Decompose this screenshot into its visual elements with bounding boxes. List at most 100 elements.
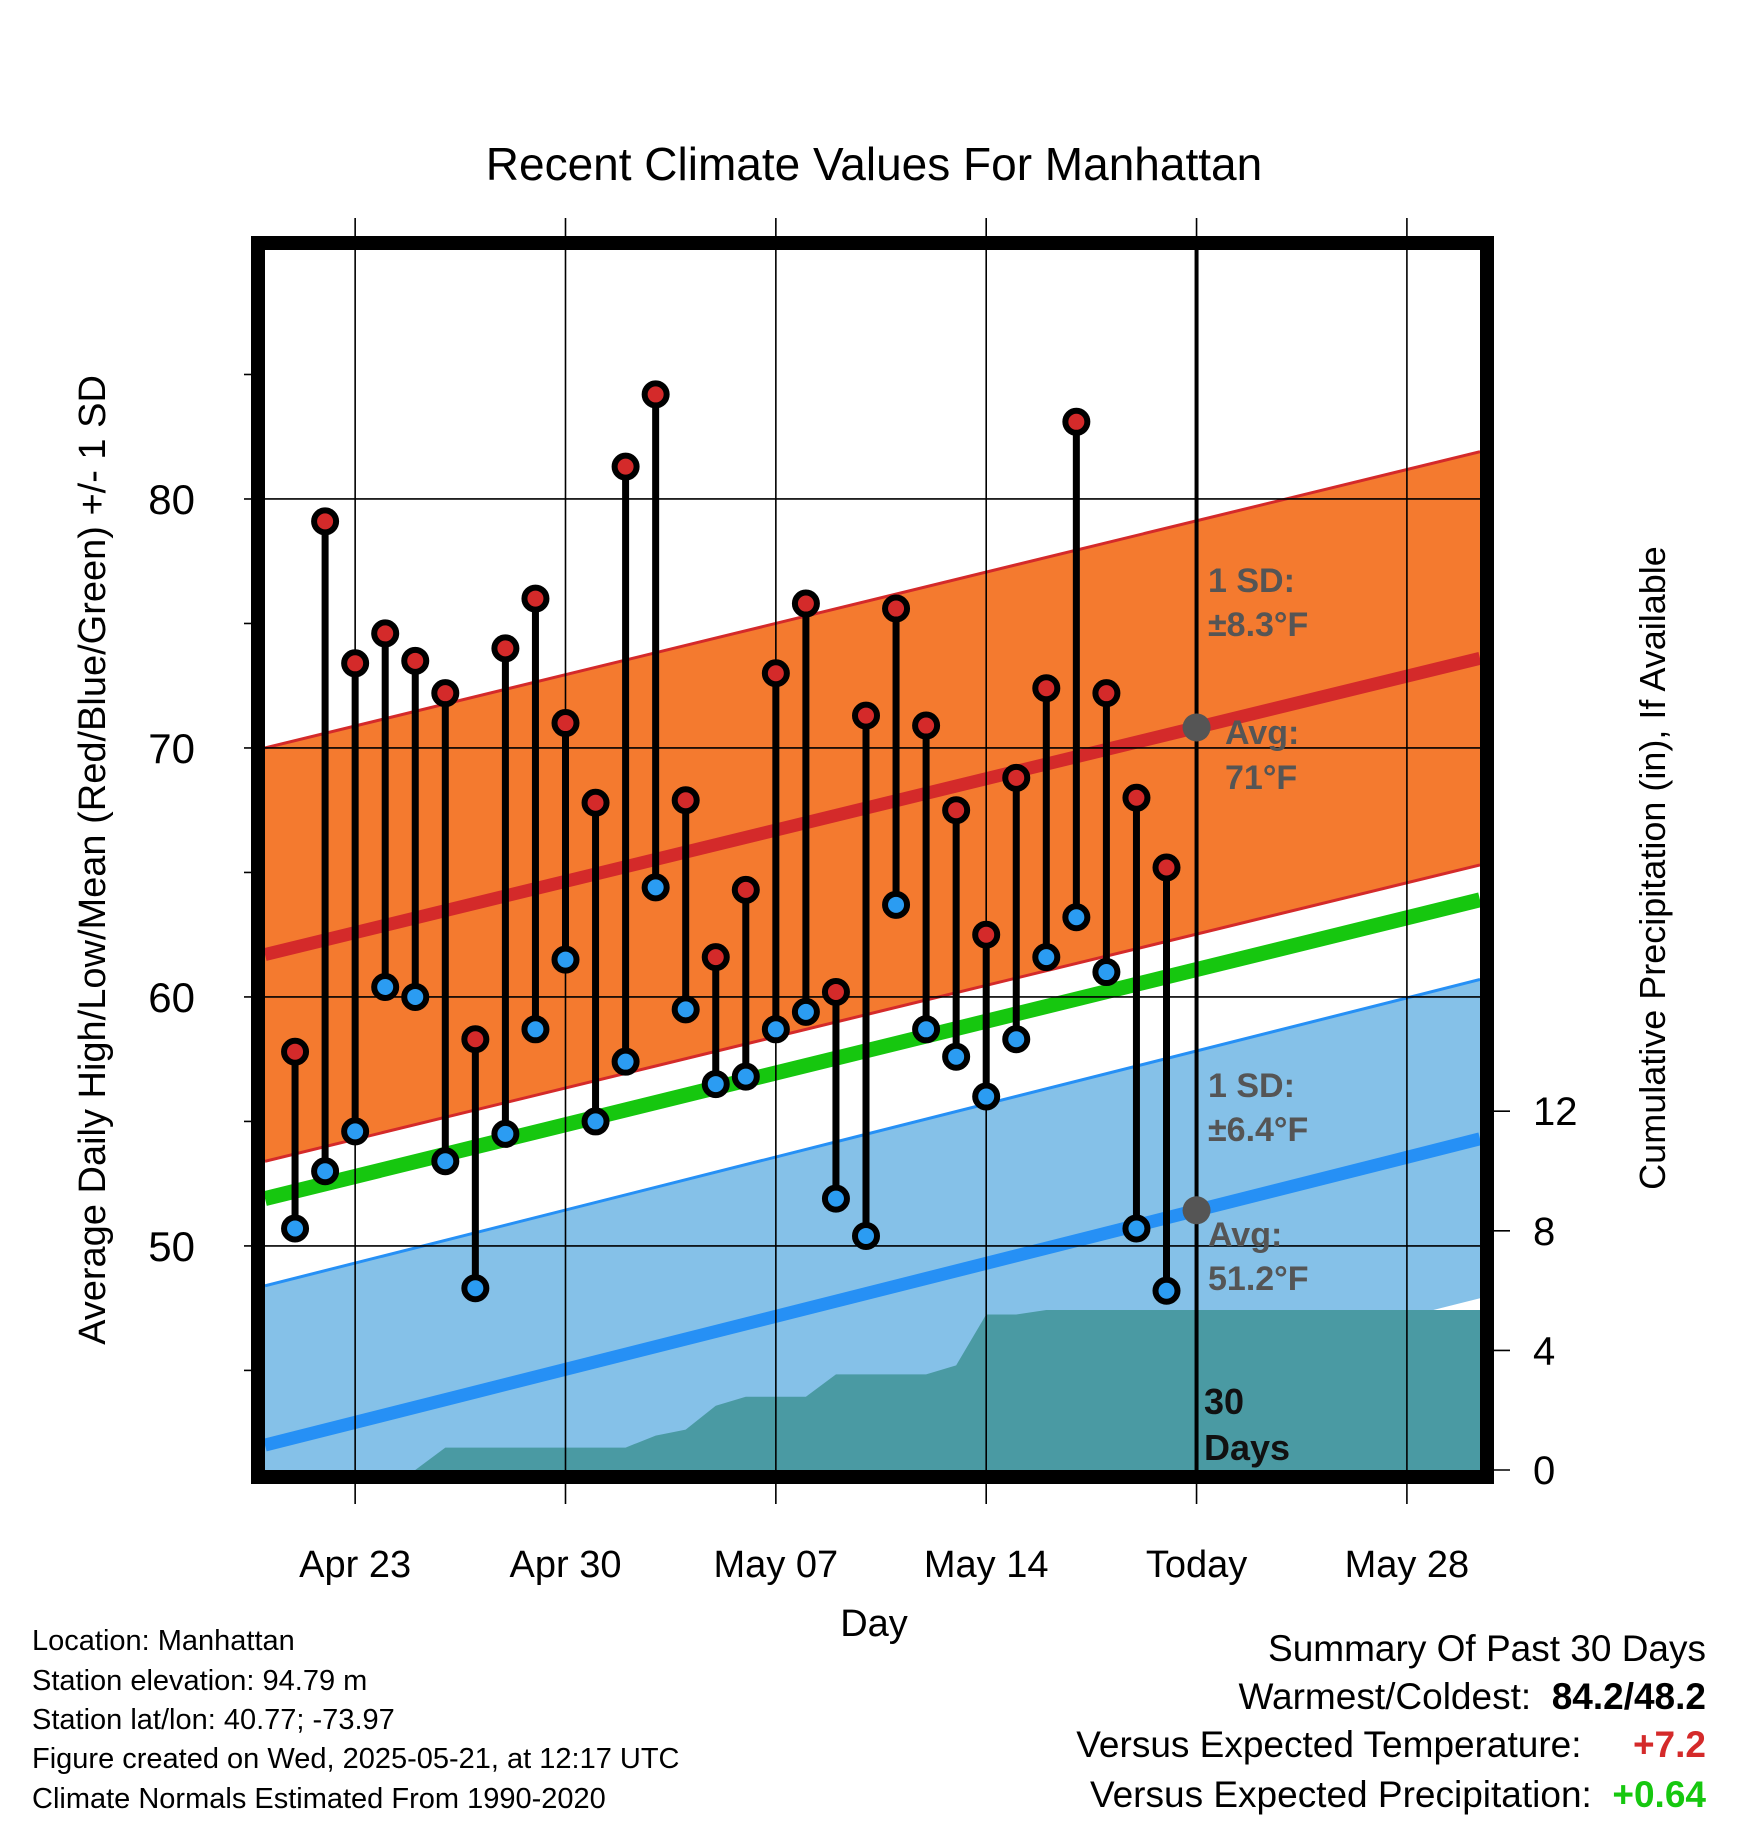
high-sd-value: ±8.3°F — [1208, 606, 1308, 644]
y2-axis — [1492, 1110, 1510, 1471]
daily-high-point — [882, 594, 911, 623]
y-tick-label: 50 — [148, 1223, 195, 1270]
days-count-word: Days — [1204, 1427, 1290, 1468]
x-tick-label: May 28 — [1345, 1544, 1470, 1586]
daily-high-point — [1062, 407, 1091, 436]
y-tick-label: 80 — [148, 476, 195, 523]
daily-high-point — [491, 634, 520, 663]
y2-tick-label: 0 — [1533, 1449, 1555, 1493]
daily-high-point — [972, 920, 1001, 949]
daily-low-point — [1122, 1214, 1151, 1243]
daily-low-point — [431, 1147, 460, 1176]
daily-high-point — [341, 649, 370, 678]
daily-high-point — [1092, 679, 1121, 708]
daily-low-point — [761, 1015, 790, 1044]
x-tick-label: Apr 30 — [510, 1544, 622, 1586]
daily-low-point — [311, 1157, 340, 1186]
info-created: Figure created on Wed, 2025-05-21, at 12… — [32, 1743, 680, 1775]
daily-high-point — [701, 943, 730, 972]
low-avg-value: 51.2°F — [1208, 1260, 1309, 1298]
info-location: Location: Manhattan — [32, 1625, 295, 1657]
daily-low-point — [401, 982, 430, 1011]
info-normals: Climate Normals Estimated From 1990-2020 — [32, 1783, 606, 1815]
daily-high-point — [1122, 783, 1151, 812]
high-sd-label: 1 SD: — [1208, 562, 1295, 600]
daily-low-point — [371, 972, 400, 1001]
summary-precip-label: Versus Expected Precipitation: — [1089, 1774, 1592, 1815]
summary-temp-value: +7.2 — [1632, 1724, 1706, 1765]
daily-low-point — [341, 1117, 370, 1146]
summary-warm-cold: Warmest/Coldest: 84.2/48.2 — [1238, 1676, 1706, 1718]
summary-title: Summary Of Past 30 Days — [1268, 1628, 1706, 1669]
low-sd-upper-edge — [265, 978, 1480, 1288]
x-tick-label: May 07 — [714, 1544, 839, 1586]
mean-average-line — [265, 892, 1480, 1206]
y2-tick-label: 8 — [1533, 1210, 1555, 1254]
daily-low-point — [551, 945, 580, 974]
daily-low-point — [281, 1214, 310, 1243]
daily-low-point — [731, 1062, 760, 1091]
daily-high-point — [912, 711, 941, 740]
high-avg-value: 71°F — [1225, 759, 1297, 797]
today-high-average-marker — [1182, 713, 1211, 742]
daily-low-point — [701, 1070, 730, 1099]
precipitation-area — [415, 1310, 1480, 1470]
daily-low-point — [611, 1047, 640, 1076]
daily-high-point — [1152, 853, 1181, 882]
daily-high-point — [431, 679, 460, 708]
today-low-average-marker — [1182, 1196, 1211, 1225]
daily-high-point — [791, 589, 820, 618]
daily-low-point — [521, 1015, 550, 1044]
high-sd-upper-edge — [265, 450, 1480, 750]
summary-warm-cold-label: Warmest/Coldest: — [1238, 1676, 1532, 1717]
y-axis-title: Average Daily High/Low/Mean (Red/Blue/Gr… — [72, 375, 114, 1345]
low-average-line — [265, 1132, 1480, 1452]
daily-high-low-sticks — [281, 380, 1181, 1305]
daily-low-point — [1152, 1276, 1181, 1305]
daily-high-point — [671, 786, 700, 815]
high-avg-label: Avg: — [1225, 714, 1299, 752]
daily-low-point — [1092, 958, 1121, 987]
daily-high-point — [1002, 763, 1031, 792]
y2-axis-title: Cumulative Precipitation (in), If Availa… — [1632, 546, 1673, 1190]
daily-low-point — [671, 995, 700, 1024]
y2-tick-label: 4 — [1533, 1329, 1555, 1373]
summary-warm-cold-value: 84.2/48.2 — [1551, 1676, 1706, 1717]
chart-title: Recent Climate Values For Manhattan — [486, 138, 1262, 190]
daily-low-point — [461, 1274, 490, 1303]
x-axis-title: Day — [840, 1603, 908, 1645]
daily-high-point — [942, 796, 971, 825]
summary-temp-label: Versus Expected Temperature: — [1076, 1724, 1582, 1765]
summary-precip: Versus Expected Precipitation: +0.64 — [1090, 1774, 1706, 1816]
plot-frame — [251, 236, 1494, 1484]
daily-low-point — [1002, 1025, 1031, 1054]
daily-high-point — [731, 875, 760, 904]
daily-low-point — [972, 1082, 1001, 1111]
daily-low-point — [821, 1184, 850, 1213]
high-sd-lower-edge — [265, 863, 1480, 1163]
daily-low-point — [1032, 943, 1061, 972]
low-avg-label: Avg: — [1208, 1216, 1282, 1254]
x-tick-label: May 14 — [924, 1544, 1049, 1586]
days-count-number: 30 — [1204, 1381, 1244, 1422]
y-axis — [244, 373, 252, 1372]
daily-high-point — [371, 619, 400, 648]
daily-low-point — [641, 873, 670, 902]
daily-low-point — [791, 997, 820, 1026]
low-sd-label: 1 SD: — [1208, 1067, 1295, 1105]
daily-high-point — [761, 659, 790, 688]
daily-low-point — [912, 1015, 941, 1044]
x-tick-label: Today — [1146, 1544, 1247, 1586]
daily-high-point — [581, 788, 610, 817]
x-tick-label: Apr 23 — [299, 1544, 411, 1586]
daily-low-point — [1062, 903, 1091, 932]
daily-high-point — [281, 1037, 310, 1066]
y-tick-label: 60 — [148, 974, 195, 1021]
daily-high-point — [311, 507, 340, 536]
daily-high-point — [551, 709, 580, 738]
y-tick-label: 70 — [148, 725, 195, 772]
info-elevation: Station elevation: 94.79 m — [32, 1665, 368, 1697]
low-sd-value: ±6.4°F — [1208, 1111, 1308, 1149]
daily-high-point — [521, 584, 550, 613]
